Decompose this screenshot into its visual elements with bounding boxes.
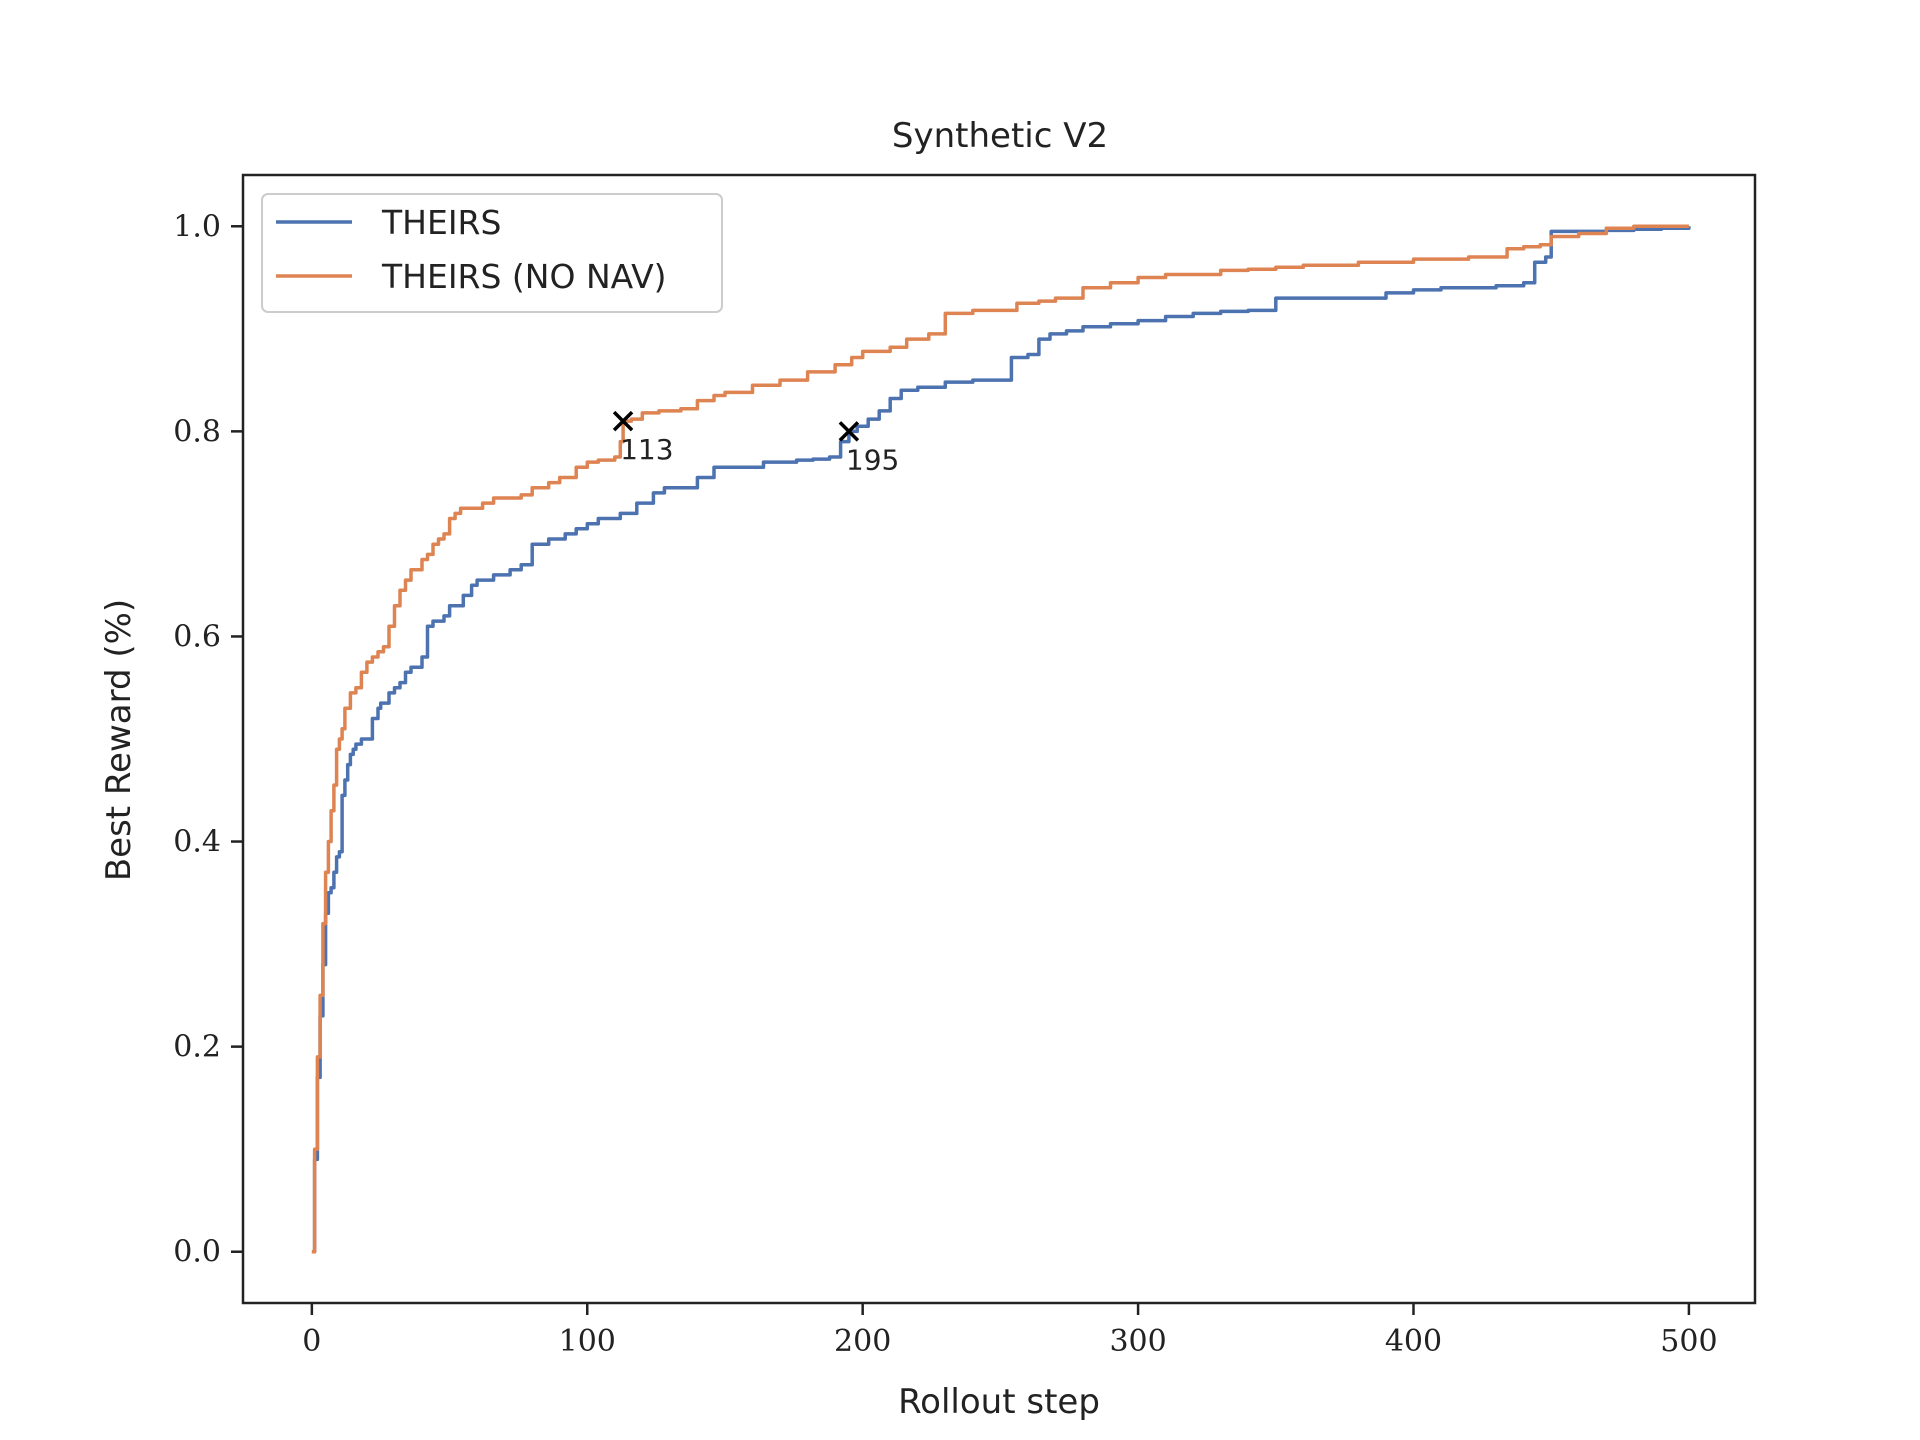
y-tick-label: 1.0 xyxy=(173,209,221,244)
y-tick-label: 0.2 xyxy=(173,1030,221,1065)
plot-lines xyxy=(311,224,1691,1254)
series-line-theirs xyxy=(311,226,1691,1254)
y-axis: 0.0 0.2 0.4 0.6 0.8 1.0 xyxy=(173,209,243,1270)
x-tick-label: 400 xyxy=(1385,1324,1442,1359)
plot-frame xyxy=(241,173,1757,1305)
x-tick-label: 100 xyxy=(559,1324,616,1359)
annotation-label: 195 xyxy=(846,443,899,476)
x-axis: 0 100 200 300 400 500 xyxy=(302,1303,1718,1359)
y-tick-label: 0.8 xyxy=(173,414,221,449)
y-tick-label: 0.6 xyxy=(173,619,221,654)
x-tick-label: 300 xyxy=(1109,1324,1166,1359)
legend-box xyxy=(261,193,723,313)
annotation-label: 113 xyxy=(620,433,673,466)
legend-label-theirs-no-nav: THEIRS (NO NAV) xyxy=(381,257,667,296)
y-tick-label: 0.4 xyxy=(173,825,221,860)
chart-title: Synthetic V2 xyxy=(892,116,1108,156)
x-tick-label: 200 xyxy=(834,1324,891,1359)
x-tick-label: 0 xyxy=(302,1324,321,1359)
x-tick-label: 500 xyxy=(1660,1324,1717,1359)
annotation-marker xyxy=(838,421,860,442)
annotation-marker xyxy=(612,410,634,432)
y-tick-label: 0.0 xyxy=(173,1235,221,1270)
x-axis-label: Rollout step xyxy=(898,1382,1100,1422)
annotations: 113 195 xyxy=(612,410,899,476)
y-axis-label: Best Reward (%) xyxy=(99,599,139,881)
legend-label-theirs: THEIRS xyxy=(381,203,501,242)
series-line-theirs-no-nav xyxy=(311,224,1689,1254)
legend: THEIRS THEIRS (NO NAV) xyxy=(261,193,723,313)
